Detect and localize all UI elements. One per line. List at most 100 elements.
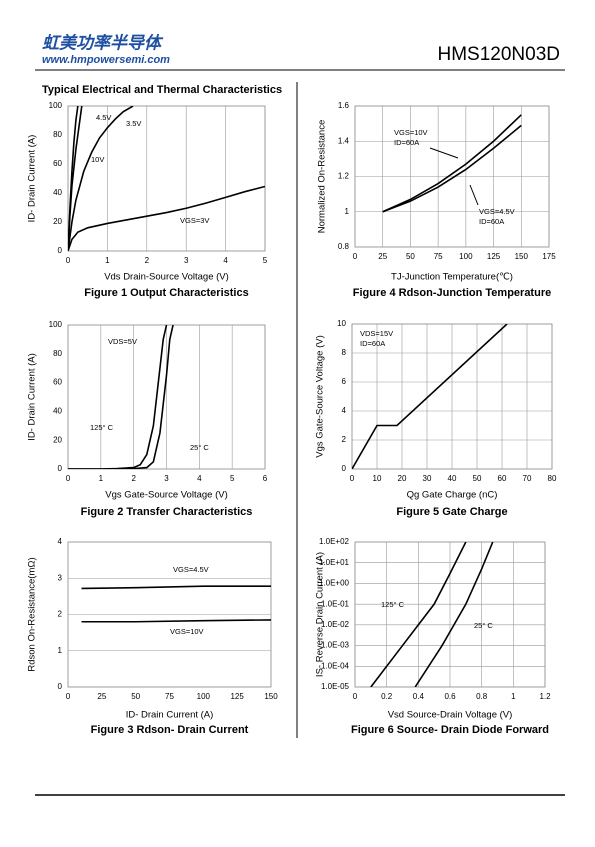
x-tick-label: 1: [99, 474, 104, 483]
y-tick-label: 1.0E+02: [319, 537, 350, 546]
x-tick-label: 150: [264, 692, 278, 701]
y-tick-label: 20: [53, 435, 62, 444]
x-tick-label: 4: [223, 256, 228, 265]
x-tick-label: 5: [230, 474, 235, 483]
x-tick-label: 40: [448, 474, 457, 483]
x-tick-label: 25: [97, 692, 106, 701]
y-tick-label: 100: [49, 320, 63, 329]
data-line: [382, 114, 522, 213]
y-tick-label: 20: [53, 217, 62, 226]
x-tick-label: 175: [542, 252, 556, 261]
x-tick-label: 1: [105, 256, 110, 265]
y-tick-label: 6: [342, 377, 347, 386]
x-tick-label: 2: [145, 256, 150, 265]
figure-caption: Figure 5 Gate Charge: [396, 506, 507, 518]
series-label: 25° C: [474, 621, 493, 630]
x-tick-label: 75: [434, 252, 443, 261]
y-tick-label: 0: [342, 464, 347, 473]
y-tick-label: 8: [342, 348, 347, 357]
y-tick-label: 1.0E-05: [321, 682, 350, 691]
x-tick-label: 30: [423, 474, 432, 483]
y-tick-label: 100: [49, 101, 63, 110]
x-tick-label: 3: [164, 474, 169, 483]
x-tick-label: 0.2: [381, 692, 393, 701]
y-axis-label: Normalized On-Resistance: [317, 120, 328, 234]
data-line: [81, 585, 271, 590]
data-line: [68, 185, 265, 251]
x-tick-label: 125: [230, 692, 244, 701]
x-tick-label: 0: [353, 692, 358, 701]
x-tick-label: 6: [263, 474, 268, 483]
figure-caption: Figure 1 Output Characteristics: [84, 287, 248, 299]
y-tick-label: 1: [345, 207, 350, 216]
y-tick-label: 10: [337, 319, 346, 328]
y-tick-label: 2: [58, 610, 63, 619]
x-tick-label: 25: [378, 252, 387, 261]
x-tick-label: 75: [165, 692, 174, 701]
x-tick-label: 1.2: [539, 692, 551, 701]
data-line: [81, 619, 271, 623]
x-tick-label: 80: [548, 474, 557, 483]
y-tick-label: 1.0E-04: [321, 661, 350, 670]
y-tick-label: 80: [53, 349, 62, 358]
y-tick-label: 1: [58, 646, 63, 655]
series-label: 25° C: [190, 443, 209, 452]
x-tick-label: 20: [398, 474, 407, 483]
figure-caption: Figure 3 Rdson- Drain Current: [91, 724, 249, 736]
y-tick-label: 80: [53, 130, 62, 139]
y-tick-label: 60: [53, 159, 62, 168]
series-label: 10V: [91, 155, 104, 164]
data-line: [68, 325, 168, 469]
series-label: 125° C: [381, 600, 405, 609]
annotation: ID=60A: [394, 138, 419, 147]
data-line: [68, 325, 174, 469]
annotation: VDS=15V: [360, 329, 393, 338]
arrow: [469, 184, 479, 206]
x-axis-label: Vgs Gate-Source Voltage (V): [105, 490, 228, 501]
y-tick-label: 1.4: [338, 136, 350, 145]
y-axis-label: ID- Drain Current (A): [27, 135, 38, 223]
x-tick-label: 100: [197, 692, 211, 701]
x-axis-label: Qg Gate Charge (nC): [407, 490, 498, 501]
y-tick-label: 1.0E-03: [321, 641, 350, 650]
x-tick-label: 0: [66, 474, 71, 483]
x-tick-label: 125: [487, 252, 501, 261]
website: www.hmpowersemi.com: [42, 54, 170, 66]
figure-caption: Figure 6 Source- Drain Diode Forward: [351, 724, 549, 736]
x-tick-label: 100: [459, 252, 473, 261]
data-line: [352, 324, 508, 469]
x-tick-label: 3: [184, 256, 189, 265]
x-tick-label: 0: [66, 256, 71, 265]
y-axis-label: Rdson On-Resistance(mΩ): [27, 557, 38, 671]
y-tick-label: 60: [53, 378, 62, 387]
plot-frame: [67, 105, 266, 252]
series-label: VGS=4.5V: [479, 207, 515, 216]
x-tick-label: 150: [515, 252, 529, 261]
series-label: VGS=4.5V: [173, 565, 209, 574]
y-tick-label: 2: [342, 435, 347, 444]
data-line: [68, 106, 79, 251]
y-tick-label: 40: [53, 407, 62, 416]
y-tick-label: 3: [58, 573, 63, 582]
x-tick-label: 4: [197, 474, 202, 483]
annotation: VDS=5V: [108, 337, 137, 346]
y-tick-label: 0: [58, 464, 63, 473]
x-tick-label: 1: [511, 692, 516, 701]
x-tick-label: 10: [373, 474, 382, 483]
x-tick-label: 0: [353, 252, 358, 261]
x-tick-label: 60: [498, 474, 507, 483]
x-tick-label: 50: [131, 692, 140, 701]
data-line: [370, 542, 467, 687]
x-tick-label: 70: [523, 474, 532, 483]
y-tick-label: 0: [58, 682, 63, 691]
annotation: ID=60A: [360, 339, 385, 348]
series-label: 4.5V: [96, 113, 111, 122]
x-tick-label: 0.6: [444, 692, 456, 701]
data-line: [414, 542, 494, 687]
data-line: [68, 106, 134, 251]
x-axis-label: Vsd Source-Drain Voltage (V): [388, 710, 513, 721]
y-tick-label: 1.0E+00: [319, 579, 350, 588]
y-tick-label: 0: [58, 246, 63, 255]
series-label: 3.5V: [126, 119, 141, 128]
